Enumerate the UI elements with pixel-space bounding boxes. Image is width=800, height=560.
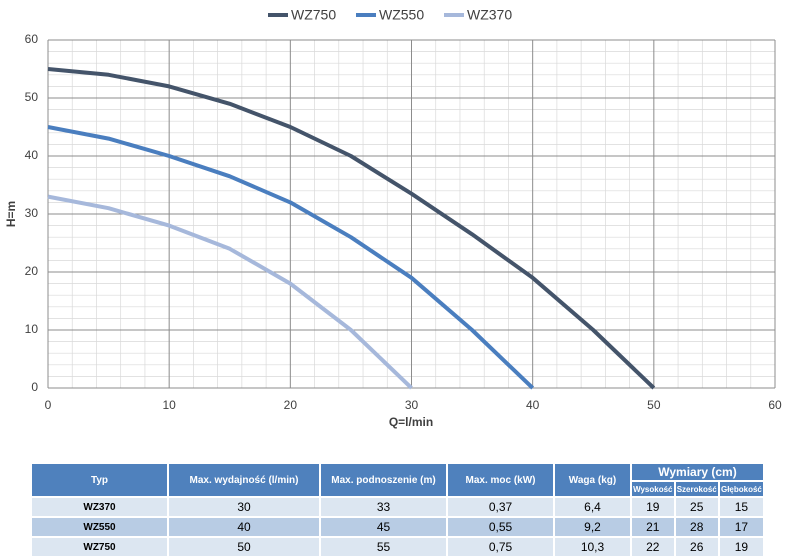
table-cell: 19 [717, 536, 766, 558]
series-line [47, 67, 656, 390]
y-tick-label: 60 [25, 32, 39, 46]
table-cell: 10,3 [553, 536, 632, 558]
table-row: Typ Max. wydajność (l/min) Max. podnoszeni… [30, 462, 765, 498]
table-cell: 0,37 [446, 496, 555, 518]
subheader-cell: Głębokość [717, 480, 766, 498]
header-cell: Wymiary (cm) [630, 462, 765, 482]
legend-label: WZ550 [379, 7, 424, 23]
table-cell: 28 [673, 516, 720, 538]
table-cell: 19 [630, 496, 676, 518]
table-cell: 9,2 [553, 516, 632, 538]
y-axis-label: H=m [4, 201, 18, 227]
table-row: WZ550 40 45 0,55 9,2 21 28 17 [30, 516, 766, 538]
table-cell: 22 [630, 536, 676, 558]
table-cell: 0,75 [446, 536, 555, 558]
table-cell: 40 [167, 516, 321, 538]
table-cell: 6,4 [553, 496, 632, 518]
x-tick-label: 10 [162, 398, 176, 412]
table-cell: 0,55 [446, 516, 555, 538]
y-tick-label: 10 [25, 322, 39, 336]
y-tick-label: 20 [25, 264, 39, 278]
x-axis-label: Q=l/min [389, 415, 433, 429]
table-cell: 25 [673, 496, 720, 518]
table-cell: 26 [673, 536, 720, 558]
table-cell: WZ750 [30, 536, 169, 558]
header-cell: Max. wydajność (l/min) [167, 462, 321, 498]
series-line [47, 194, 413, 390]
legend-label: WZ750 [291, 7, 336, 23]
header-cell: Waga (kg) [553, 462, 632, 498]
table-row: WZ370 30 33 0,37 6,4 19 25 15 [30, 496, 766, 518]
table-cell: 15 [717, 496, 766, 518]
chart: H=m Q=l/min 0 10 20 30 40 50 60 0 10 20 30 40 50 60 WZ… [4, 7, 782, 429]
series-line [47, 125, 535, 390]
table-cell: 21 [630, 516, 676, 538]
x-tick-label: 50 [647, 398, 661, 412]
table-cell: 30 [167, 496, 321, 518]
table-cell: 50 [167, 536, 321, 558]
header-cell: Typ [30, 462, 169, 498]
x-tick-label: 0 [45, 398, 52, 412]
table-row: WZ750 50 55 0,75 10,3 22 26 19 [30, 536, 766, 558]
x-tick-label: 40 [526, 398, 540, 412]
x-tick-label: 20 [284, 398, 298, 412]
x-tick-label: 30 [405, 398, 419, 412]
subheader-cell: Wysokość [630, 480, 676, 498]
legend-label: WZ370 [467, 7, 512, 23]
table-cell: 17 [717, 516, 766, 538]
subheader-cell: Szerokość [673, 480, 720, 498]
header-cell: Max. moc (kW) [446, 462, 555, 498]
table-cell: WZ550 [30, 516, 169, 538]
y-tick-label: 0 [31, 380, 38, 394]
spec-table: Typ Max. wydajność (l/min) Max. podnoszeni… [30, 462, 766, 558]
table-cell: 55 [319, 536, 448, 558]
table-cell: 33 [319, 496, 448, 518]
y-tick-label: 40 [25, 148, 39, 162]
table-row: Wysokość Szerokość Głębokość [31, 480, 766, 498]
table-cell: WZ370 [30, 496, 169, 518]
y-tick-label: 30 [25, 206, 39, 220]
table-body: Typ Max. wydajność (l/min) Max. podnoszeni… [30, 462, 766, 558]
header-cell: Max. podnoszenie (m) [319, 462, 448, 498]
y-tick-label: 50 [25, 90, 39, 104]
table-cell: 45 [319, 516, 448, 538]
x-tick-label: 60 [768, 398, 782, 412]
